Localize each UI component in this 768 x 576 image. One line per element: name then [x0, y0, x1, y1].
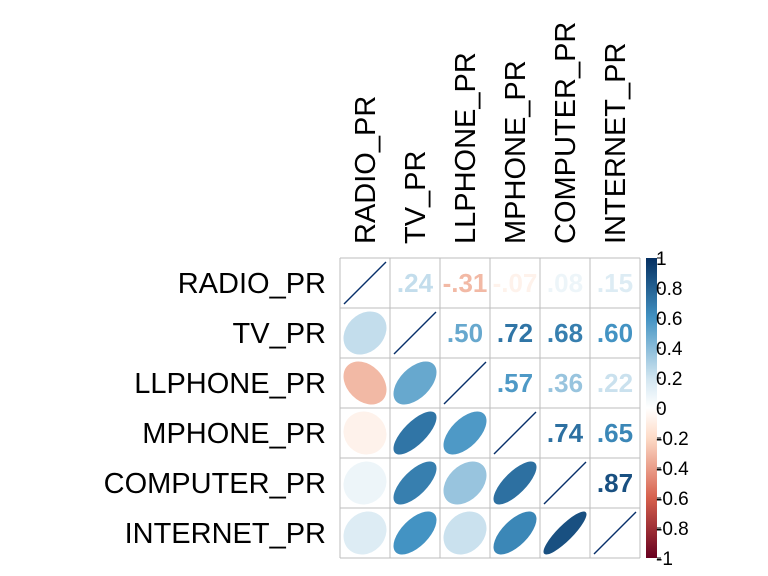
colorbar-tick-label: 0.2 [656, 369, 682, 390]
colorbar-tick-label: -1 [656, 549, 673, 570]
corr-value-tv_pr-llphone_pr: .50 [447, 318, 483, 348]
corr-value-llphone_pr-mphone_pr: .57 [497, 368, 533, 398]
corr-ellipse-computer_pr-tv_pr [393, 461, 437, 505]
row-labels: RADIO_PR TV_PR LLPHONE_PR MPHONE_PR COMPUTER… [104, 268, 326, 550]
corr-value-radio_pr-mphone_pr: -.07 [493, 268, 538, 298]
column-label-llphone_pr: LLPHONE_PR [450, 52, 482, 244]
corr-ellipse-computer_pr-mphone_pr [493, 461, 537, 505]
corr-ellipse-internet_pr-computer_pr [543, 511, 587, 555]
corr-value-llphone_pr-internet_pr: .22 [597, 368, 633, 398]
corr-ellipse-mphone_pr-llphone_pr [443, 411, 487, 455]
corr-value-radio_pr-tv_pr: .24 [397, 268, 434, 298]
colorbar-tick-label: 0.8 [656, 279, 682, 300]
corr-ellipse-llphone_pr-radio_pr [343, 361, 387, 405]
row-label-internet_pr: INTERNET_PR [125, 518, 326, 550]
corr-ellipse-mphone_pr-radio_pr [343, 411, 387, 455]
corr-value-tv_pr-computer_pr: .68 [547, 318, 583, 348]
row-label-computer_pr: COMPUTER_PR [104, 468, 326, 500]
corr-value-tv_pr-internet_pr: .60 [597, 318, 633, 348]
colorbar-tick-label: -0.2 [656, 429, 689, 450]
matrix-cells: .24 -.31 -.07 .08 .15 .50 .72 .68 .60 .57 .36 .22 .7… [343, 261, 637, 555]
diagonal-line-tv_pr [393, 311, 437, 355]
corr-ellipse-computer_pr-llphone_pr [443, 461, 487, 505]
colorbar-tick-label: 1 [656, 249, 667, 270]
row-label-mphone_pr: MPHONE_PR [142, 418, 326, 450]
corr-value-radio_pr-llphone_pr: -.31 [443, 268, 488, 298]
column-label-internet_pr: INTERNET_PR [600, 43, 632, 244]
corr-value-llphone_pr-computer_pr: .36 [547, 368, 583, 398]
corr-ellipse-mphone_pr-tv_pr [393, 411, 437, 455]
column-label-mphone_pr: MPHONE_PR [500, 60, 532, 244]
row-label-llphone_pr: LLPHONE_PR [134, 368, 326, 400]
colorbar-tick-label: 0.4 [656, 339, 683, 360]
corr-value-tv_pr-mphone_pr: .72 [497, 318, 533, 348]
colorbar-gradient [646, 258, 657, 558]
diagonal-line-internet_pr [593, 511, 637, 555]
corr-ellipse-tv_pr-radio_pr [343, 311, 387, 355]
colorbar-tick-label: -0.8 [656, 519, 689, 540]
corr-value-mphone_pr-internet_pr: .65 [597, 418, 633, 448]
corr-ellipse-llphone_pr-tv_pr [393, 361, 437, 405]
column-label-computer_pr: COMPUTER_PR [550, 22, 582, 244]
colorbar-tick-label: -0.6 [656, 489, 689, 510]
diagonal-line-llphone_pr [443, 361, 487, 405]
corr-value-radio_pr-computer_pr: .08 [547, 268, 583, 298]
diagonal-line-mphone_pr [493, 411, 537, 455]
diagonal-line-computer_pr [543, 461, 587, 505]
corr-ellipse-internet_pr-mphone_pr [493, 511, 537, 555]
corr-ellipse-internet_pr-radio_pr [343, 511, 387, 555]
column-labels: RADIO_PR TV_PR LLPHONE_PR MPHONE_PR COMPUTER… [350, 22, 632, 244]
colorbar: 1 0.8 0.6 0.4 0.2 0 -0.2 -0.4 -0.6 -0.8 -1 [646, 249, 689, 570]
colorbar-tick-label: 0.6 [656, 309, 682, 330]
corr-value-computer_pr-internet_pr: .87 [597, 468, 633, 498]
row-label-tv_pr: TV_PR [233, 318, 326, 350]
column-label-tv_pr: TV_PR [400, 151, 432, 244]
corr-ellipse-computer_pr-radio_pr [343, 461, 387, 505]
colorbar-tick-label: 0 [656, 399, 667, 420]
corr-value-mphone_pr-computer_pr: .74 [547, 418, 584, 448]
corr-ellipse-internet_pr-tv_pr [393, 511, 437, 555]
corr-ellipse-internet_pr-llphone_pr [443, 511, 487, 555]
colorbar-tick-label: -0.4 [656, 459, 689, 480]
corr-value-radio_pr-internet_pr: .15 [597, 268, 633, 298]
row-label-radio_pr: RADIO_PR [178, 268, 326, 300]
diagonal-line-radio_pr [343, 261, 387, 305]
matrix-grid [339, 257, 641, 559]
column-label-radio_pr: RADIO_PR [350, 96, 382, 244]
